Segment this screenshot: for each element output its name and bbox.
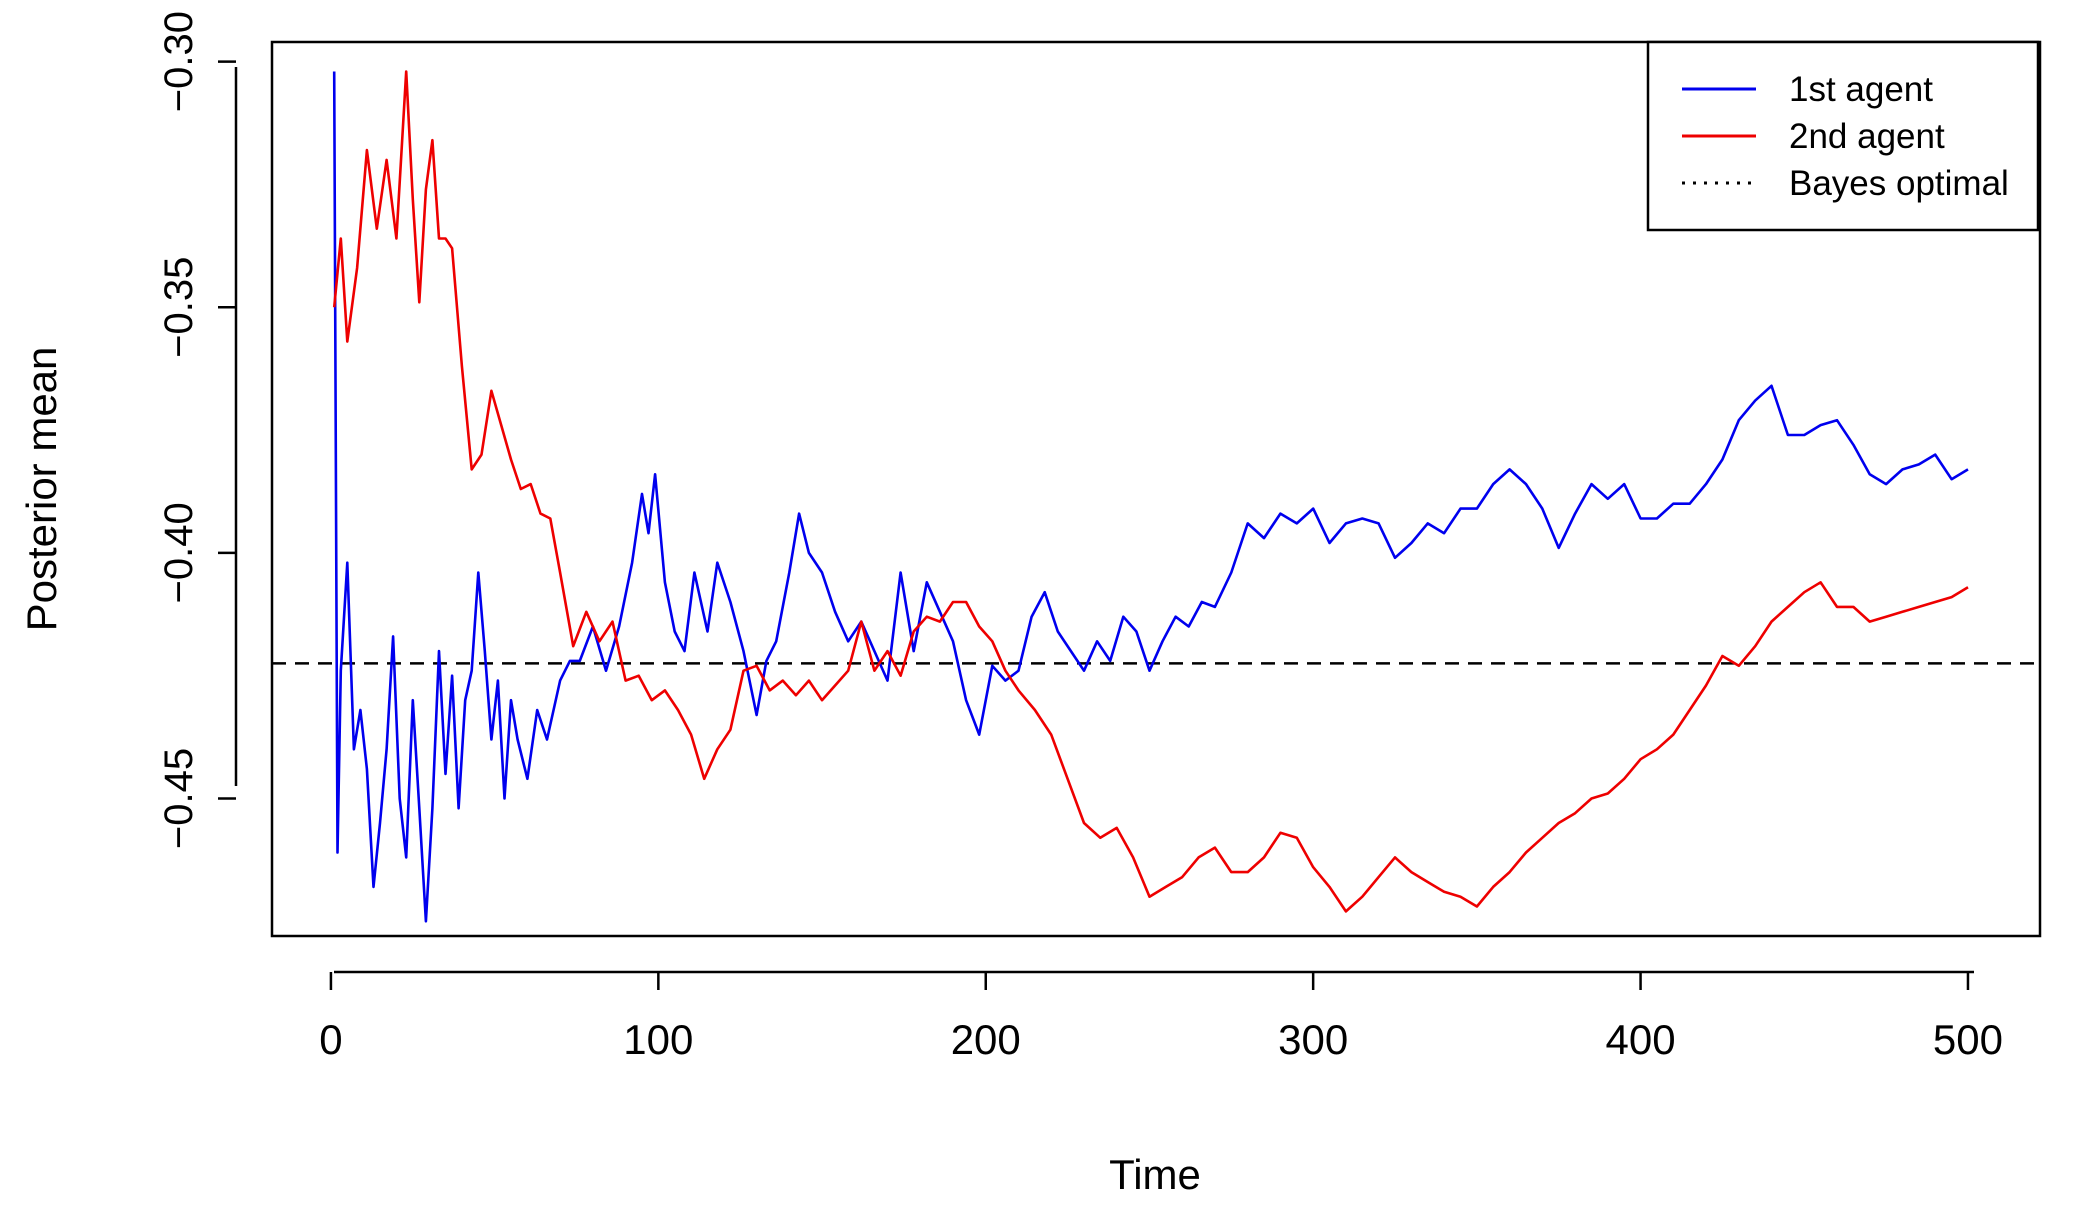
y-tick-label: −0.35 (157, 257, 201, 358)
y-axis-label: Posterior mean (18, 347, 65, 632)
series-line-1st-agent (332, 71, 1969, 923)
legend: 1st agent 2nd agent Bayes optimal (1646, 40, 2040, 232)
series-line-2nd-agent (332, 70, 1969, 913)
legend-label-1st-agent: 1st agent (1789, 70, 1933, 109)
legend-label-bayes-optimal: Bayes optimal (1789, 164, 2009, 203)
y-axis: −0.30 −0.35 −0.40 −0.45 (157, 11, 238, 849)
x-tick-label: 0 (319, 1016, 342, 1063)
x-tick-label: 100 (623, 1016, 693, 1063)
x-axis: 0 100 200 300 400 500 (319, 970, 2003, 1063)
x-tick-label: 400 (1606, 1016, 1676, 1063)
x-tick-label: 500 (1933, 1016, 2003, 1063)
y-tick-label: −0.30 (157, 11, 201, 112)
legend-label-2nd-agent: 2nd agent (1789, 117, 1945, 156)
x-tick-label: 300 (1278, 1016, 1348, 1063)
plot-frame (270, 40, 2042, 938)
series-group (332, 70, 1969, 923)
x-tick-label: 200 (951, 1016, 1021, 1063)
x-axis-label: Time (1109, 1151, 1201, 1198)
y-tick-label: −0.45 (157, 748, 201, 849)
y-tick-label: −0.40 (157, 502, 201, 603)
